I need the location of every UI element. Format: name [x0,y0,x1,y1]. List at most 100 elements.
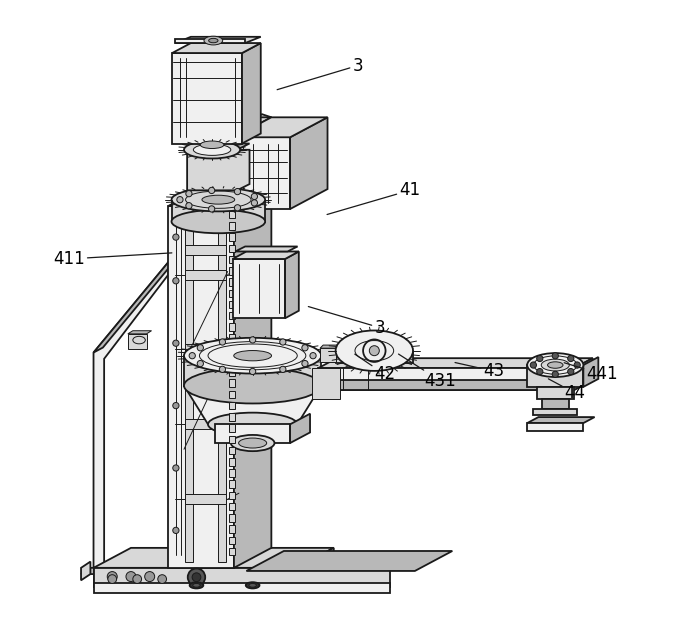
Circle shape [173,527,179,534]
Polygon shape [318,380,593,390]
Circle shape [173,340,179,346]
Circle shape [552,353,558,359]
Circle shape [133,575,141,583]
Polygon shape [246,551,452,571]
Polygon shape [242,43,260,144]
Circle shape [250,337,256,343]
Polygon shape [234,117,271,206]
Bar [229,469,235,477]
Polygon shape [233,251,299,259]
Circle shape [145,572,154,582]
Polygon shape [185,494,226,504]
Bar [229,480,235,488]
Polygon shape [574,358,593,390]
Circle shape [279,339,286,345]
Polygon shape [187,144,250,150]
Polygon shape [320,348,336,362]
Bar [229,222,235,230]
Bar [229,267,235,275]
Bar [229,548,235,555]
Polygon shape [128,334,147,349]
Polygon shape [193,137,234,206]
Polygon shape [128,331,152,334]
Polygon shape [94,262,169,568]
Ellipse shape [204,36,222,45]
Polygon shape [172,43,260,53]
Circle shape [173,278,179,284]
Polygon shape [234,117,328,137]
Circle shape [158,575,167,583]
Circle shape [302,361,308,367]
Polygon shape [172,53,242,144]
Polygon shape [290,414,310,443]
Circle shape [235,188,241,195]
Ellipse shape [249,583,256,587]
Circle shape [574,362,580,368]
Bar [229,290,235,297]
Circle shape [173,402,179,409]
Polygon shape [224,114,271,137]
Polygon shape [169,206,234,568]
Ellipse shape [133,336,146,344]
Ellipse shape [202,195,235,204]
Circle shape [177,197,183,203]
Polygon shape [583,357,598,387]
Circle shape [302,344,308,351]
Polygon shape [533,409,577,415]
Bar [229,436,235,443]
Ellipse shape [171,210,265,233]
Polygon shape [185,212,192,562]
Bar [229,458,235,466]
Polygon shape [336,351,413,363]
Ellipse shape [184,338,321,374]
Text: 44: 44 [548,379,585,402]
Circle shape [537,369,543,375]
Bar [229,424,235,432]
Circle shape [173,234,179,240]
Text: 3: 3 [308,306,385,336]
Polygon shape [527,423,583,431]
Circle shape [220,366,226,373]
Polygon shape [218,212,226,562]
Bar [229,334,235,342]
Circle shape [537,355,543,361]
Polygon shape [185,344,226,354]
Bar [229,211,235,218]
Circle shape [209,187,215,193]
Circle shape [252,193,258,200]
Ellipse shape [190,582,203,588]
Ellipse shape [541,359,569,371]
Circle shape [197,361,203,367]
Polygon shape [94,548,334,568]
Polygon shape [234,137,290,209]
Polygon shape [185,419,226,429]
Bar [229,301,235,308]
Ellipse shape [527,353,583,377]
Circle shape [279,366,286,373]
Polygon shape [527,417,594,423]
Polygon shape [234,186,271,568]
Circle shape [189,353,195,359]
Ellipse shape [209,39,218,42]
Bar [229,312,235,319]
Bar [229,402,235,409]
Circle shape [192,573,201,582]
Circle shape [568,355,574,361]
Bar [229,447,235,454]
Bar [229,233,235,241]
Ellipse shape [231,435,275,451]
Text: 42: 42 [355,354,396,383]
Polygon shape [233,259,285,318]
Polygon shape [94,583,390,593]
Circle shape [552,371,558,378]
Polygon shape [184,356,321,386]
Text: 3: 3 [277,57,363,90]
Bar [229,357,235,364]
Ellipse shape [184,368,321,404]
Polygon shape [296,548,334,587]
Bar [229,514,235,522]
Ellipse shape [239,438,267,448]
Ellipse shape [171,188,265,212]
Bar [229,525,235,533]
Ellipse shape [208,412,297,436]
